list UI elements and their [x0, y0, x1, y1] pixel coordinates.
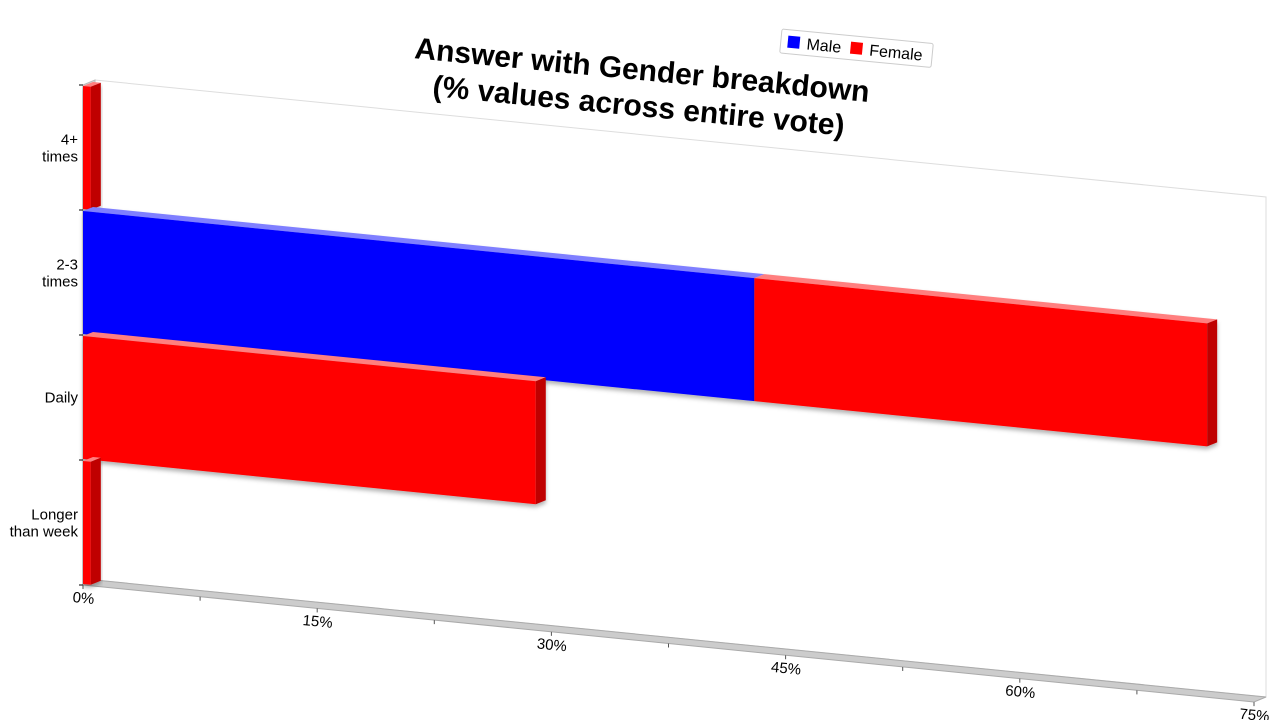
x-tick-label: 15% [302, 612, 334, 632]
bar-female-3-top [83, 457, 101, 462]
category-label: Daily [45, 390, 79, 407]
legend-label-male: Male [806, 36, 842, 56]
category-label-line: 2-3 [56, 257, 78, 274]
bar-male-1 [83, 207, 765, 402]
bar-female-3-front [83, 461, 91, 585]
category-label-line: 4+ [61, 132, 78, 149]
category-label: 4+ times [42, 132, 78, 166]
x-tick-label: 45% [770, 659, 802, 679]
bar-female-3 [83, 457, 101, 585]
category-label-line: times [42, 149, 78, 166]
category-label-line: than week [10, 524, 79, 541]
x-axis-tick-labels: 0% 15% 30% 45% 60% 75% [72, 589, 1270, 720]
bar-female-3-end [90, 457, 101, 585]
bar-female-2-end [535, 377, 546, 505]
x-tick-label: 60% [1004, 682, 1036, 702]
bar-female-2-front [83, 336, 536, 505]
y-axis-ticks [79, 84, 83, 586]
x-tick-label: 30% [536, 635, 568, 655]
bar-female-1-top [754, 274, 1218, 324]
category-label: Longer than week [10, 507, 79, 541]
bars [83, 82, 1218, 585]
bar-female-0 [83, 82, 101, 210]
bar-female-2 [83, 332, 546, 505]
bar-male-1-top [83, 207, 765, 279]
bar-female-0-end [90, 82, 101, 210]
category-label: 2-3 times [42, 257, 78, 291]
x-tick-label: 0% [72, 589, 95, 608]
legend-label-female: Female [868, 43, 923, 65]
bar-female-1-front [754, 278, 1208, 447]
x-axis-ticks [82, 585, 1255, 707]
bar-female-1 [754, 274, 1218, 447]
bar-female-0-top [83, 82, 101, 87]
bar-female-2-top [83, 332, 546, 382]
category-label-line: Daily [45, 390, 79, 407]
legend-swatch-female [849, 41, 864, 55]
category-label-line: Longer [31, 507, 78, 524]
legend: Male Female [779, 28, 934, 68]
bar-female-1-end [1207, 319, 1218, 447]
bar-female-0-front [83, 86, 91, 210]
category-label-line: times [42, 274, 78, 291]
x-tick-label: 75% [1239, 706, 1271, 720]
legend-swatch-male [787, 35, 801, 49]
bar-male-1-front [83, 211, 755, 402]
